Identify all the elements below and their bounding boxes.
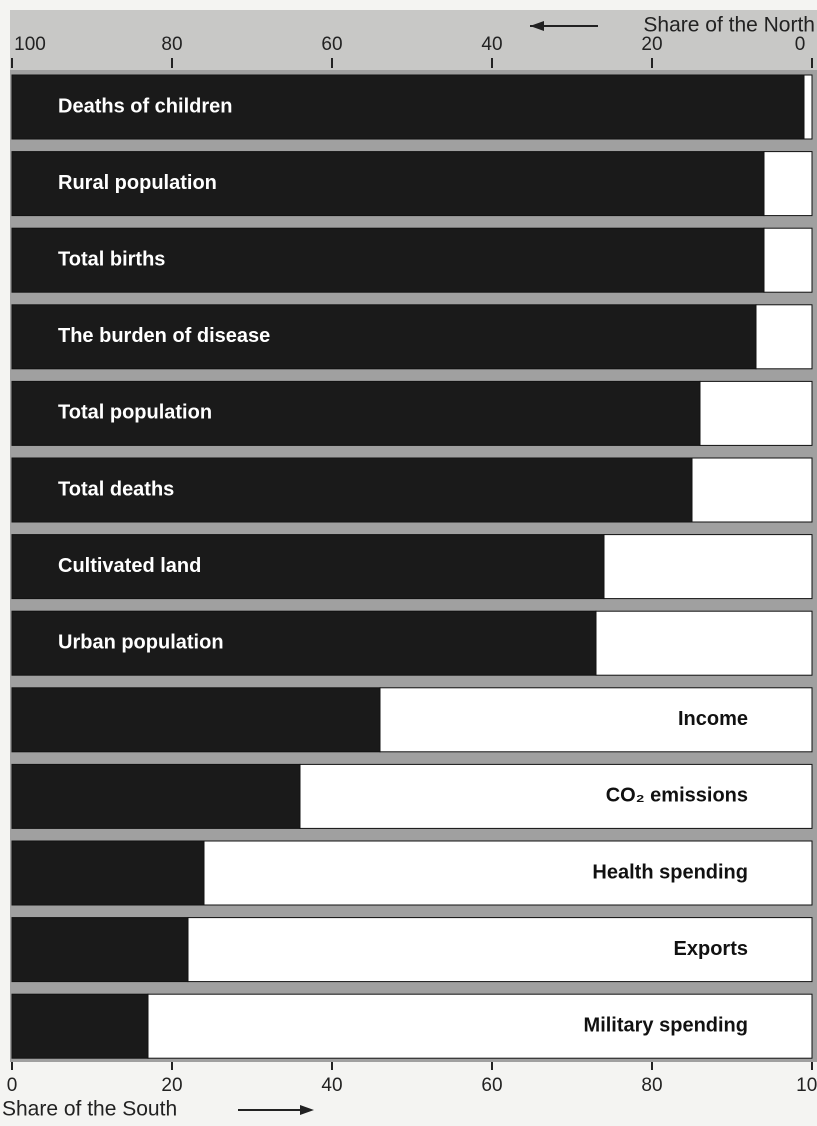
arrow-head: [300, 1105, 314, 1115]
x2-tick-label: 40: [481, 34, 502, 55]
x2-axis-title: Share of the North: [643, 14, 815, 37]
x2-tick-label: 60: [321, 34, 342, 55]
bar-segment: [755, 304, 813, 370]
bar-segment: [11, 763, 301, 829]
category-label: Total births: [58, 248, 165, 270]
bar-segment: [299, 763, 813, 829]
category-label: Cultivated land: [58, 555, 201, 577]
category-label: Exports: [674, 938, 748, 960]
x-tick-label: 60: [481, 1075, 502, 1096]
category-label: Total deaths: [58, 478, 174, 500]
bar-segment: [147, 993, 813, 1059]
bar-segment: [187, 917, 813, 983]
bar-segment: [11, 917, 189, 983]
arrow-head: [530, 21, 544, 31]
x-tick-label: 100: [796, 1075, 817, 1096]
category-label: Deaths of children: [58, 95, 232, 117]
bar-segment: [11, 840, 205, 906]
bar-segment: [763, 151, 813, 217]
bar-segment: [11, 993, 149, 1059]
category-label: Military spending: [584, 1014, 748, 1036]
category-label: Income: [678, 708, 748, 730]
category-label: Total population: [58, 402, 212, 424]
bar-segment: [595, 610, 813, 676]
category-label: CO₂ emissions: [606, 785, 748, 807]
x-tick-label: 20: [161, 1075, 182, 1096]
bar-segment: [379, 687, 813, 753]
bar-segment: [11, 457, 693, 523]
x2-tick-label: 20: [641, 34, 662, 55]
x-axis-title: Share of the South: [2, 1098, 177, 1121]
top-axis-band: [10, 10, 817, 70]
bar-segment: [803, 74, 813, 140]
category-label: Rural population: [58, 172, 217, 194]
bar-segment: [699, 380, 813, 446]
x-tick-label: 0: [7, 1075, 18, 1096]
bar-segment: [11, 227, 765, 293]
bar-segment: [11, 687, 381, 753]
bar-segment: [691, 457, 813, 523]
x-tick-label: 80: [641, 1075, 662, 1096]
bar-segment: [11, 304, 757, 370]
bar-segment: [11, 610, 597, 676]
x-tick-label: 40: [321, 1075, 342, 1096]
bar-segment: [603, 534, 813, 600]
x2-tick-label: 100: [14, 34, 46, 55]
category-label: The burden of disease: [58, 325, 270, 347]
category-label: Health spending: [592, 861, 748, 883]
category-label: Urban population: [58, 631, 224, 653]
bar-segment: [763, 227, 813, 293]
bar-segment: [203, 840, 813, 906]
bar-segment: [11, 534, 605, 600]
x2-tick-label: 80: [161, 34, 182, 55]
bar-segment: [11, 380, 701, 446]
x2-tick-label: 0: [795, 34, 806, 55]
bar-segment: [11, 151, 765, 217]
